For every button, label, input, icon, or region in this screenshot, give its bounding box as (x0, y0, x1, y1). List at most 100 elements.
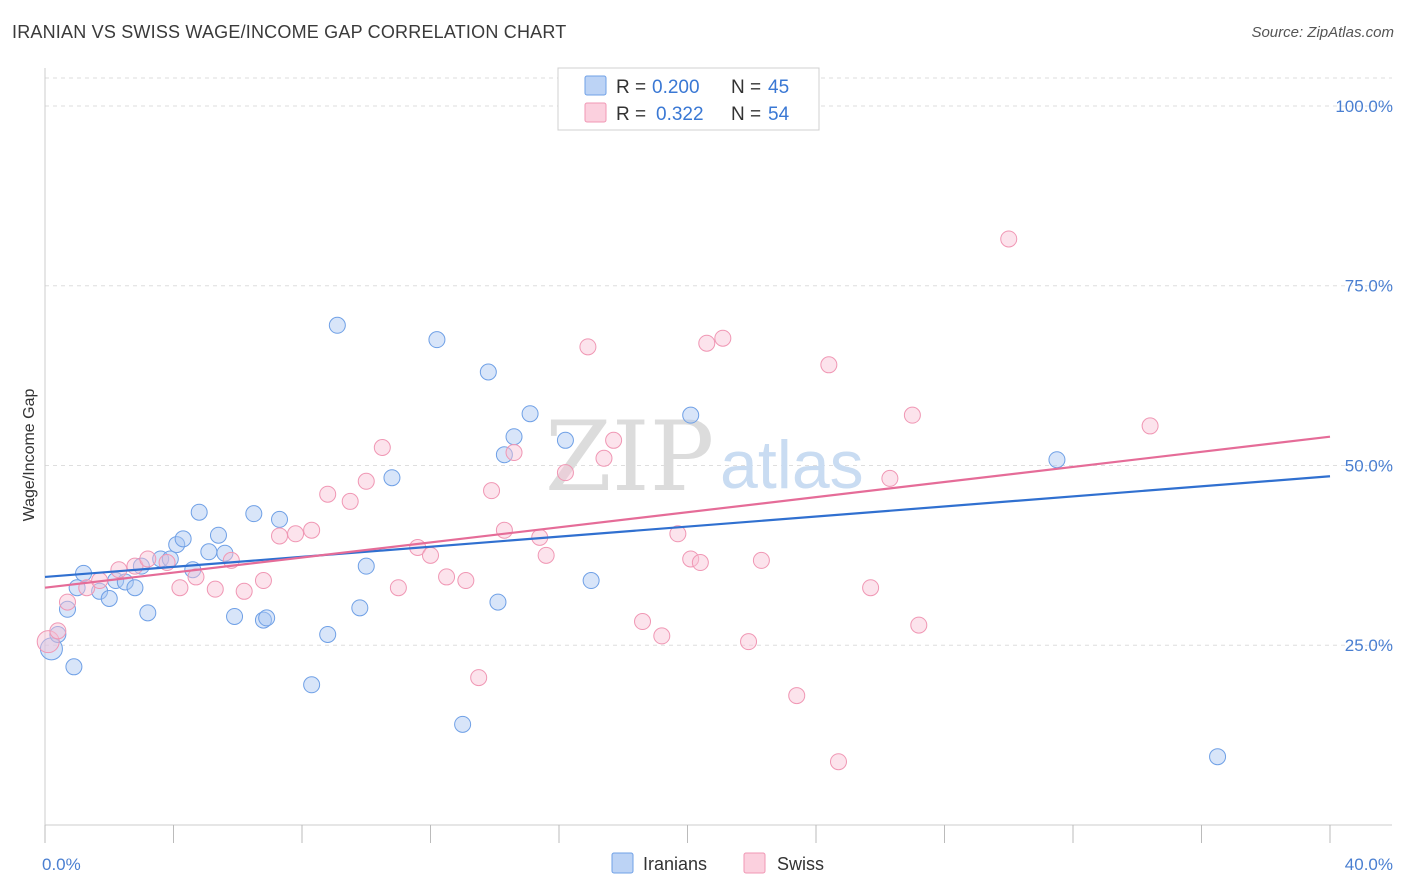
swiss-point (579, 338, 597, 356)
swiss-point (820, 356, 838, 374)
swiss-point (537, 546, 555, 564)
swiss-point (505, 444, 523, 462)
swiss-point (556, 464, 574, 482)
legend-r-label-iranians: R = (616, 77, 646, 98)
iranians-point (505, 428, 523, 446)
swiss-point (1000, 230, 1018, 248)
legend-r-value-iranians: 0.200 (652, 77, 700, 98)
x-tick-label: 0.0% (42, 855, 81, 874)
iranians-point (582, 572, 600, 590)
swiss-point (438, 568, 456, 586)
iranians-point (271, 510, 289, 528)
swiss-point (495, 521, 513, 539)
iranians-point (226, 607, 244, 625)
swiss-point (714, 329, 732, 347)
iranians-point (254, 611, 272, 629)
y-axis-label: Wage/Income Gap (21, 389, 38, 522)
iranians-point (100, 590, 118, 607)
iranians-point (383, 469, 401, 487)
legend-bottom-label-swiss: Swiss (777, 854, 824, 874)
source-credit: Source: ZipAtlas.com (1251, 24, 1394, 41)
iranians-point (1048, 451, 1066, 469)
swiss-point (206, 580, 224, 598)
legend-bottom-swatch-iranians (611, 852, 634, 874)
swiss-point (254, 572, 272, 590)
axes (44, 68, 1392, 843)
legend-swatch-iranians (584, 75, 607, 96)
swiss-point (752, 551, 770, 569)
swiss-point (36, 630, 60, 654)
y-tick-label: 75.0% (1345, 277, 1393, 296)
swiss-point (287, 525, 305, 543)
y-tick-label: 100.0% (1335, 97, 1393, 116)
iranians-point (351, 599, 369, 617)
iranians-point (328, 316, 346, 334)
iranians-point (454, 715, 472, 733)
swiss-point (788, 687, 806, 705)
swiss-point (171, 579, 189, 597)
swiss-point (829, 753, 847, 771)
iranians-point (190, 503, 208, 521)
iranians-point (521, 405, 539, 423)
swiss-point (49, 622, 67, 640)
trend-lines (44, 435, 1331, 589)
swiss-point (357, 472, 375, 490)
iranians-point (58, 600, 76, 618)
iranians-point (428, 331, 446, 349)
legend-r-label-swiss: R = (616, 104, 646, 125)
legend-n-value-swiss: 54 (768, 104, 790, 125)
legend-n-value-iranians: 45 (768, 77, 789, 98)
iranians-point (49, 625, 67, 643)
iranians-point (216, 544, 234, 562)
watermark-atlas: atlas (720, 427, 864, 503)
legend-swatch-swiss (584, 102, 607, 123)
swiss-point (698, 334, 716, 352)
watermark: ZIP atlas (545, 401, 864, 513)
iranians-point (489, 593, 507, 611)
iranians-trend-line (44, 475, 1331, 579)
swiss-point (682, 550, 700, 568)
swiss-point (319, 485, 337, 503)
swiss-trend-line (44, 435, 1331, 589)
iranians-point (126, 579, 144, 597)
swiss-point (235, 582, 253, 600)
legend-bottom-swatch-swiss (743, 852, 766, 874)
y-tick-label: 25.0% (1345, 636, 1393, 655)
watermark-zip: ZIP (545, 401, 714, 513)
chart-title: IRANIAN VS SWISS WAGE/INCOME GAP CORRELA… (12, 22, 567, 42)
swiss-point (341, 492, 359, 510)
iranians-point (209, 526, 227, 544)
swiss-point (862, 579, 880, 597)
legend-n-label-iranians: N = (731, 77, 761, 98)
swiss-point (595, 449, 613, 467)
swiss-point (740, 633, 758, 651)
iranians-point (303, 676, 321, 694)
swiss-point (271, 527, 289, 545)
swiss-point (58, 593, 76, 611)
swiss-point (605, 431, 623, 449)
swiss-point (691, 554, 709, 572)
swiss-point (910, 616, 928, 634)
swiss-point (139, 550, 157, 568)
swiss-point (483, 482, 501, 500)
iranians-point (258, 609, 276, 627)
swiss-point (1141, 417, 1159, 435)
x-tick-label: 40.0% (1345, 855, 1393, 874)
legend-series: Iranians Swiss (611, 852, 824, 874)
legend-stats: R = 0.200 N = 45 R = 0.322 N = 54 (557, 67, 820, 131)
iranians-point (357, 557, 375, 575)
swiss-point (422, 546, 439, 564)
iranians-point (1209, 748, 1227, 766)
iranians-point (319, 625, 337, 643)
iranians-point (479, 363, 497, 381)
swiss-point (653, 627, 671, 645)
iranians-point (556, 431, 574, 449)
swiss-point (457, 572, 475, 590)
swiss-point (470, 669, 488, 687)
tick-labels: 25.0% 50.0% 75.0% 100.0% 0.0% 40.0% (42, 97, 1393, 874)
legend-bottom-label-iranians: Iranians (643, 854, 707, 874)
swiss-point (303, 521, 321, 539)
swiss-point (373, 439, 391, 456)
swiss-point (669, 525, 687, 543)
iranians-point (200, 543, 218, 561)
